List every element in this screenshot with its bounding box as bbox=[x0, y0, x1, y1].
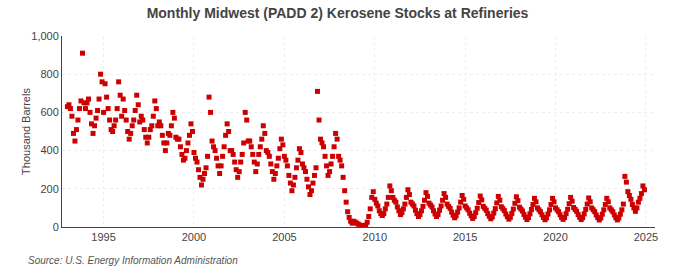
svg-text:Thousand Barrels: Thousand Barrels bbox=[20, 88, 32, 175]
svg-text:Source: U.S. Energy Informatio: Source: U.S. Energy Information Administ… bbox=[28, 255, 238, 266]
svg-text:200: 200 bbox=[40, 183, 58, 195]
svg-text:2020: 2020 bbox=[543, 231, 567, 243]
svg-text:600: 600 bbox=[40, 106, 58, 118]
svg-text:2005: 2005 bbox=[272, 231, 296, 243]
svg-text:1995: 1995 bbox=[91, 231, 115, 243]
svg-text:2010: 2010 bbox=[363, 231, 387, 243]
svg-text:Monthly Midwest (PADD 2) Keros: Monthly Midwest (PADD 2) Kerosene Stocks… bbox=[147, 5, 529, 21]
svg-text:2015: 2015 bbox=[453, 231, 477, 243]
svg-text:1,000: 1,000 bbox=[31, 30, 59, 42]
svg-text:800: 800 bbox=[40, 68, 58, 80]
svg-text:2000: 2000 bbox=[182, 231, 206, 243]
svg-text:400: 400 bbox=[40, 144, 58, 156]
svg-text:2025: 2025 bbox=[634, 231, 658, 243]
svg-text:0: 0 bbox=[53, 221, 59, 233]
